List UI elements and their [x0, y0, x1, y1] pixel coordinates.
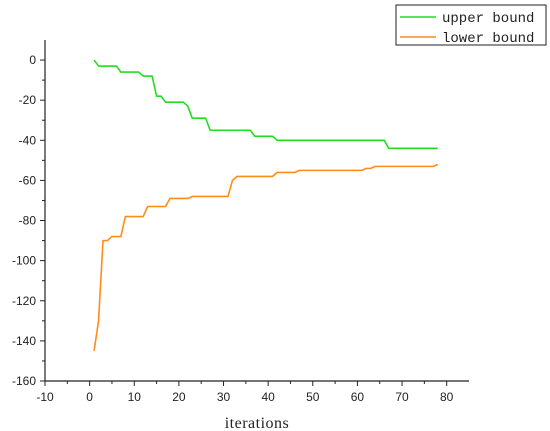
x-tick-label: 0	[86, 390, 93, 404]
x-tick-label: 70	[395, 390, 409, 404]
legend-label-lower-bound: lower bound	[442, 31, 534, 47]
y-tick-label: -100	[12, 254, 36, 268]
series-layer	[93, 59, 439, 352]
x-tick-label: 60	[351, 390, 365, 404]
y-tick-label: 0	[29, 53, 36, 67]
x-tick-label: 10	[128, 390, 142, 404]
series-line-upper-bound	[93, 59, 438, 150]
series-line-lower-bound	[93, 163, 439, 352]
x-tick-label: 40	[261, 390, 275, 404]
x-axis-title: iterations	[225, 415, 290, 431]
y-tick-label: -20	[19, 93, 37, 107]
x-tick-label: -10	[36, 390, 54, 404]
y-tick-label: -80	[19, 214, 37, 228]
y-tick-label: -160	[12, 374, 36, 388]
x-tick-label: 30	[217, 390, 231, 404]
legend-label-upper-bound: upper bound	[442, 11, 534, 27]
x-tick-label: 80	[440, 390, 454, 404]
y-tick-label: -140	[12, 334, 36, 348]
x-tick-label: 20	[172, 390, 186, 404]
axes: -10 0 10 20 30 40 50 60 70 800-20-40-60-80-100-12…	[12, 40, 469, 404]
y-tick-label: -60	[19, 173, 37, 187]
y-tick-label: -120	[12, 294, 36, 308]
legend: upper bound lower bound	[395, 4, 547, 47]
y-tick-label: -40	[19, 133, 37, 147]
legend-box	[395, 4, 547, 46]
x-tick-label: 50	[306, 390, 320, 404]
